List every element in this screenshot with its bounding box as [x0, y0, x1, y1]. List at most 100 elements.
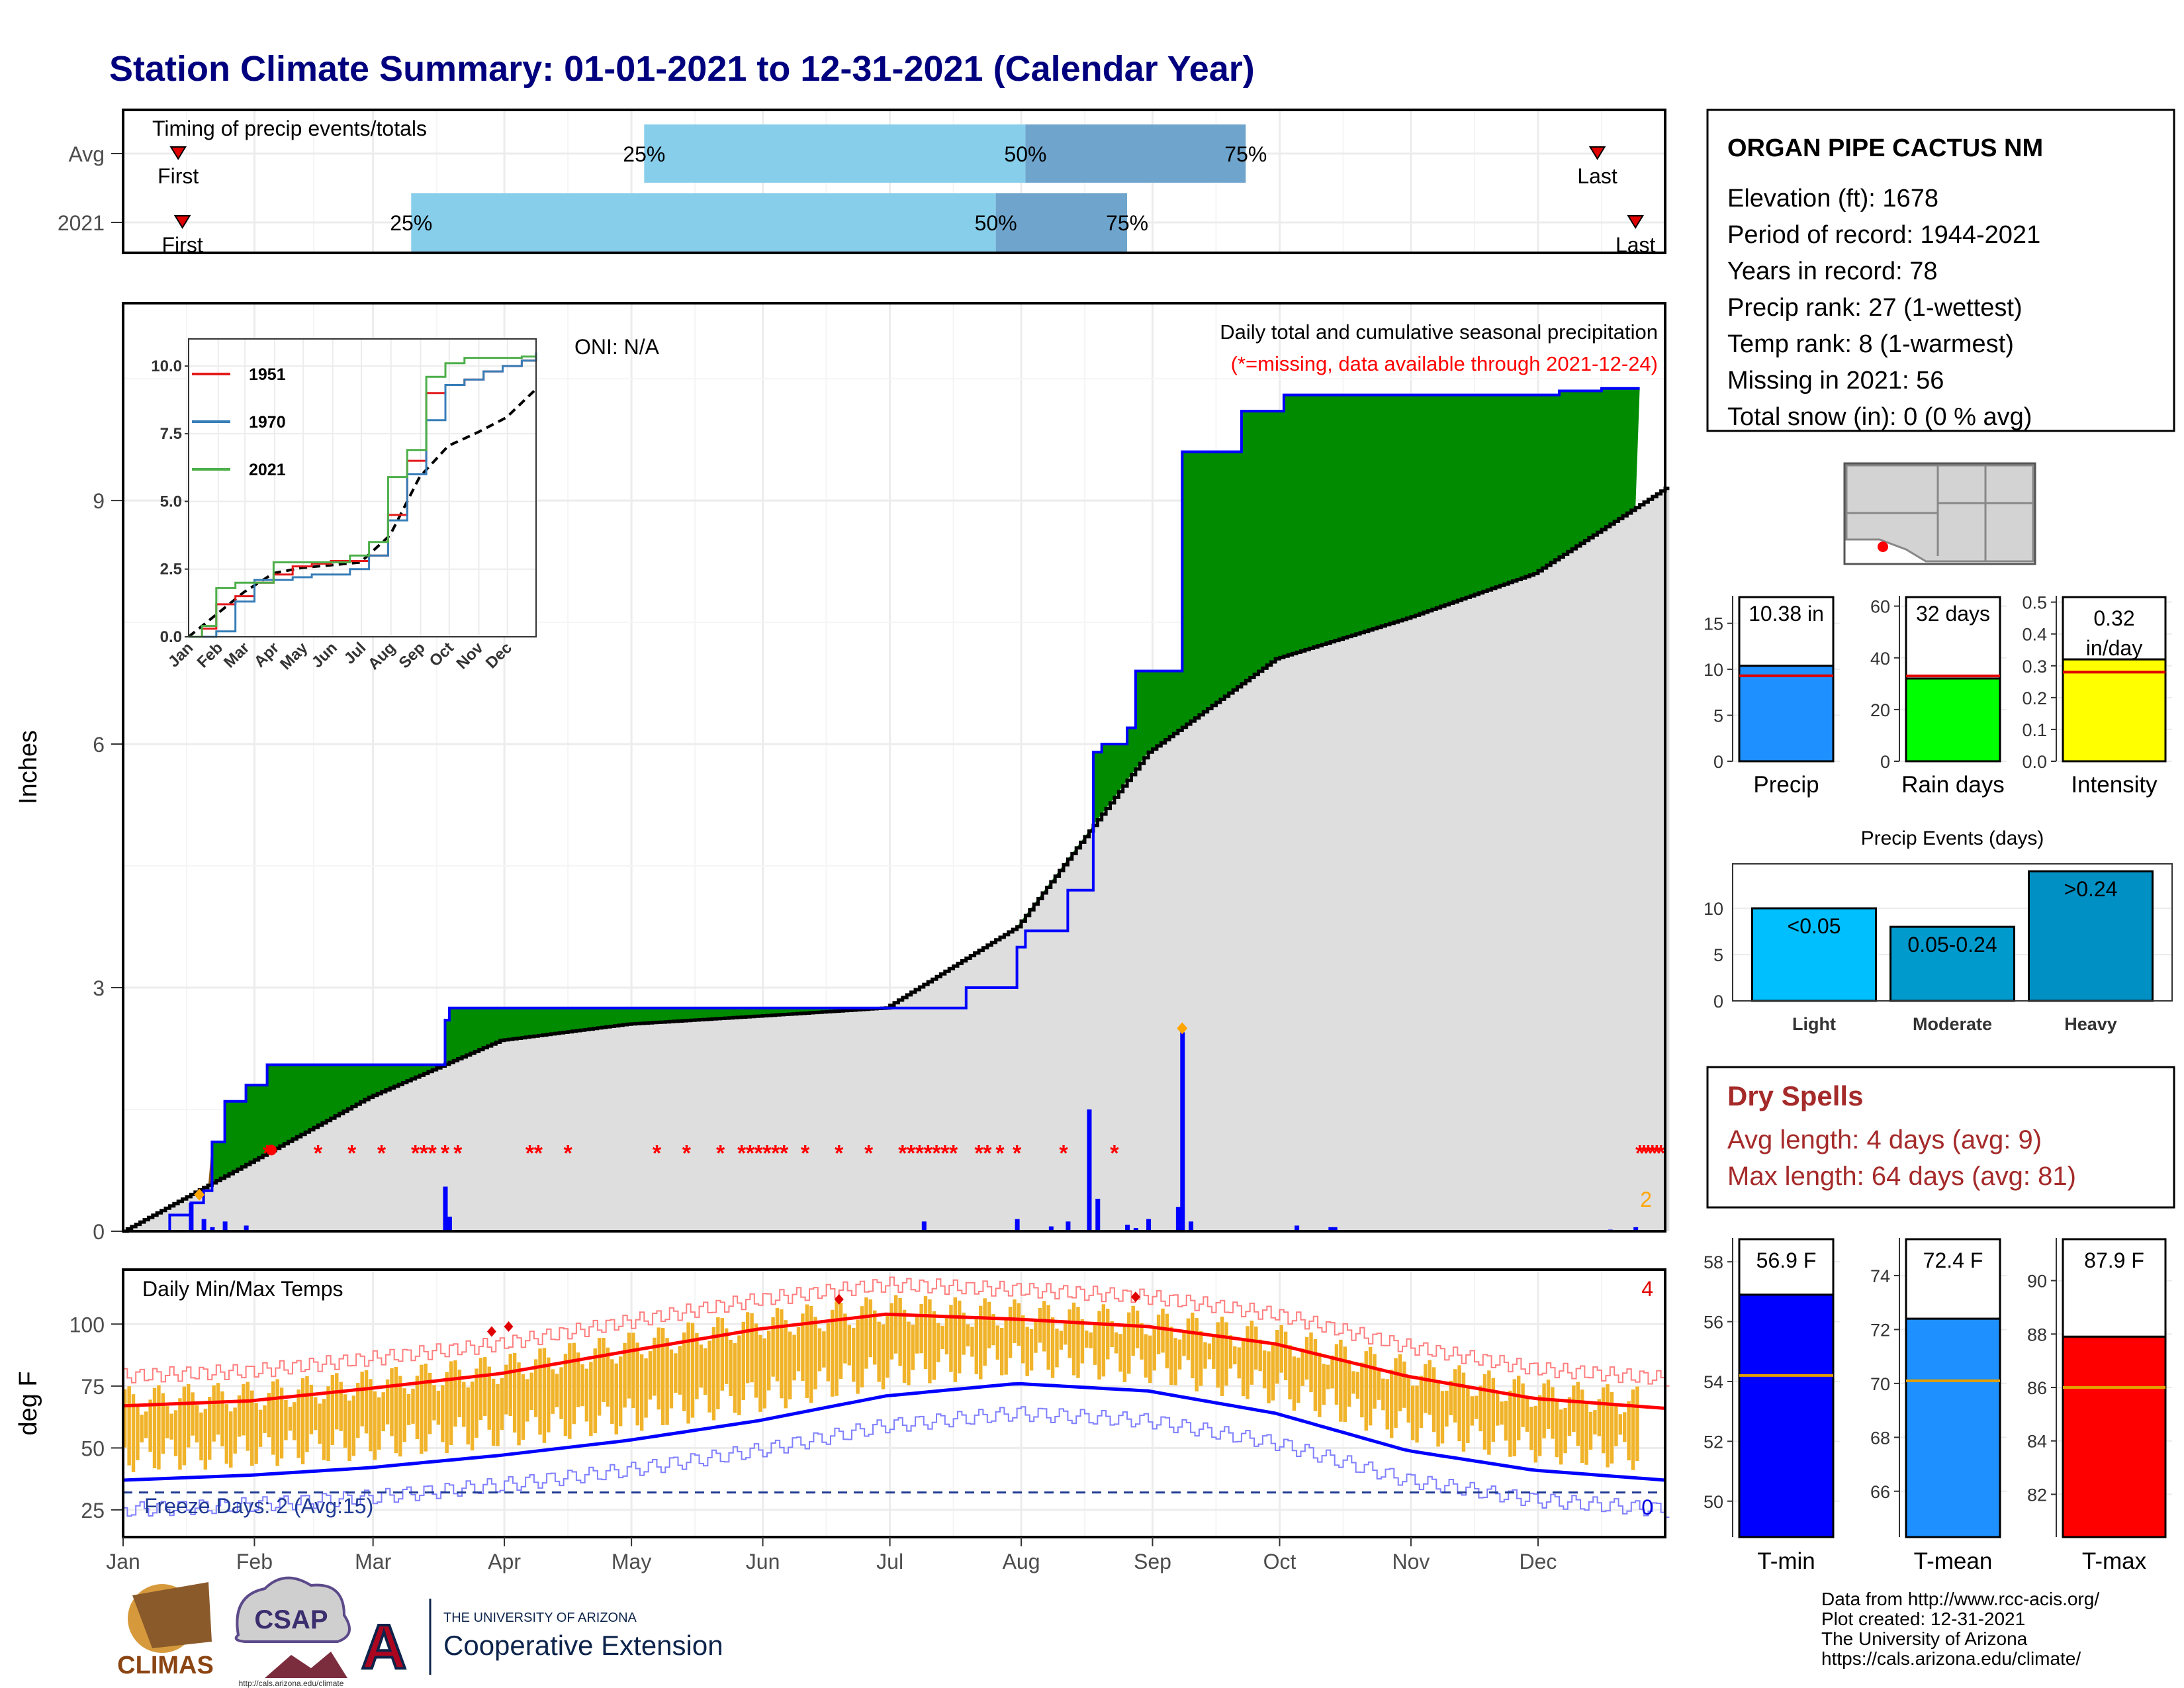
daily-precip-bar [189, 1203, 194, 1231]
daily-temp-bar [932, 1311, 936, 1380]
inset-series-line-1970 [189, 352, 537, 638]
daily-temp-bar [1199, 1331, 1203, 1386]
daily-precip-bar [1146, 1219, 1152, 1231]
daily-precip-bar [222, 1221, 228, 1231]
daily-temp-bar [1635, 1386, 1639, 1462]
daily-temp-bar [711, 1327, 716, 1421]
daily-temp-bar [919, 1303, 923, 1354]
record-min-line [123, 1406, 1670, 1518]
daily-temp-bar [1453, 1369, 1457, 1423]
daily-temp-bar [610, 1359, 614, 1425]
month-label: Aug [1003, 1550, 1040, 1573]
daily-temp-bar [406, 1393, 411, 1425]
daily-temp-bar [1233, 1346, 1237, 1365]
missing-count: 2 [1640, 1188, 1652, 1211]
timing-row-label: 2021 [58, 211, 105, 235]
missing-marker: * [682, 1141, 692, 1166]
daily-temp-bar [674, 1353, 678, 1393]
daily-temp-bar [326, 1386, 330, 1461]
daily-temp-bar [1288, 1345, 1292, 1400]
daily-temp-bar [551, 1369, 555, 1414]
daily-temp-bar [974, 1318, 979, 1374]
missing-marker: * [653, 1141, 662, 1166]
daily-temp-bar [1254, 1326, 1258, 1370]
tempbar-ytick-label: 52 [1704, 1432, 1723, 1452]
daily-temp-bar [1470, 1396, 1474, 1426]
ytick-label: 100 [69, 1313, 105, 1336]
daily-temp-bar [826, 1323, 831, 1382]
daily-temp-bar [1042, 1301, 1046, 1352]
daily-temp-bar [309, 1384, 314, 1434]
daily-temp-bar [665, 1338, 669, 1425]
daily-temp-bar [242, 1383, 246, 1436]
summary-ytick-label: 0 [1713, 752, 1723, 772]
summary-ytick-label: 0.3 [2022, 657, 2047, 677]
credit-line: Data from http://www.rcc-acis.org/ [1821, 1589, 2099, 1609]
daily-temp-bar [1148, 1335, 1152, 1383]
daily-temp-bar [1466, 1386, 1470, 1443]
daily-temp-bar [1313, 1338, 1318, 1411]
daily-temp-bar [1601, 1387, 1606, 1454]
normal-cumulative-area [123, 488, 1670, 1232]
daily-temp-bar [1177, 1339, 1182, 1370]
daily-temp-bar [1377, 1368, 1381, 1400]
daily-temp-bar [178, 1398, 182, 1470]
timing-bar-50-75 [995, 193, 1128, 252]
tempbar-ytick-label: 56 [1704, 1313, 1723, 1333]
daily-precip-bar [1328, 1227, 1334, 1231]
events-frame [1732, 863, 2173, 1002]
daily-temp-bar [436, 1390, 441, 1425]
credit-line: Plot created: 12-31-2021 [1821, 1609, 2025, 1629]
daily-temp-bar [385, 1379, 390, 1425]
tempbar-category-label: T-min [1757, 1548, 1815, 1574]
max-precip-marker [194, 1188, 205, 1201]
missing-marker: * [762, 1141, 772, 1166]
daily-temp-bar [335, 1373, 339, 1430]
daily-temp-bar [1614, 1405, 1618, 1446]
inset-frame [188, 338, 537, 637]
tempbar-ytick-label: 74 [1870, 1266, 1890, 1286]
summary-label-box [1738, 596, 1835, 667]
daily-precip-bar [1066, 1221, 1071, 1231]
missing-marker: * [314, 1141, 323, 1166]
daily-temp-bar [1618, 1414, 1623, 1435]
tempbar-ytick-label: 54 [1704, 1372, 1723, 1392]
missing-marker: * [898, 1141, 907, 1166]
daily-temp-bar [1537, 1395, 1542, 1456]
daily-temp-bar [1013, 1299, 1017, 1343]
daily-temp-bar [140, 1415, 144, 1443]
last-marker [1588, 146, 1606, 160]
daily-temp-bar [1135, 1310, 1140, 1348]
daily-temp-bar [635, 1342, 639, 1426]
daily-temp-bar [478, 1358, 483, 1420]
daily-temp-bar [1216, 1322, 1220, 1388]
daily-temp-bar [1156, 1314, 1161, 1354]
dry-avg-line: Avg length: 4 days (avg: 9) [1727, 1125, 2042, 1154]
daily-temp-bar [300, 1378, 305, 1465]
daily-temp-bar [766, 1331, 771, 1391]
cold-count: 0 [1641, 1495, 1653, 1519]
events-bar-label: <0.05 [1788, 914, 1841, 938]
daily-temp-bar [504, 1364, 508, 1415]
daily-temp-bar [572, 1342, 576, 1425]
ytick-label: 75 [81, 1375, 105, 1399]
daily-temp-bar [1445, 1390, 1449, 1427]
daily-temp-bar [1055, 1329, 1059, 1368]
missing-marker: * [1059, 1141, 1068, 1166]
tempbar-value-label: 72.4 F [1923, 1248, 1983, 1272]
daily-temp-bar [1304, 1336, 1309, 1380]
daily-temp-bar [830, 1309, 835, 1397]
daily-temp-bar [152, 1387, 157, 1469]
daily-temp-bar [1080, 1319, 1085, 1364]
daily-temp-bar [424, 1363, 428, 1452]
ytick-label: 25 [81, 1499, 105, 1523]
daily-temp-bar [1161, 1308, 1165, 1353]
daily-temp-bar [851, 1327, 856, 1382]
daily-temp-bar [737, 1335, 741, 1415]
daily-temp-bar [657, 1327, 660, 1410]
daily-temp-bar [995, 1325, 1000, 1360]
month-label: Jun [746, 1550, 780, 1573]
daily-temp-bar [678, 1346, 682, 1395]
